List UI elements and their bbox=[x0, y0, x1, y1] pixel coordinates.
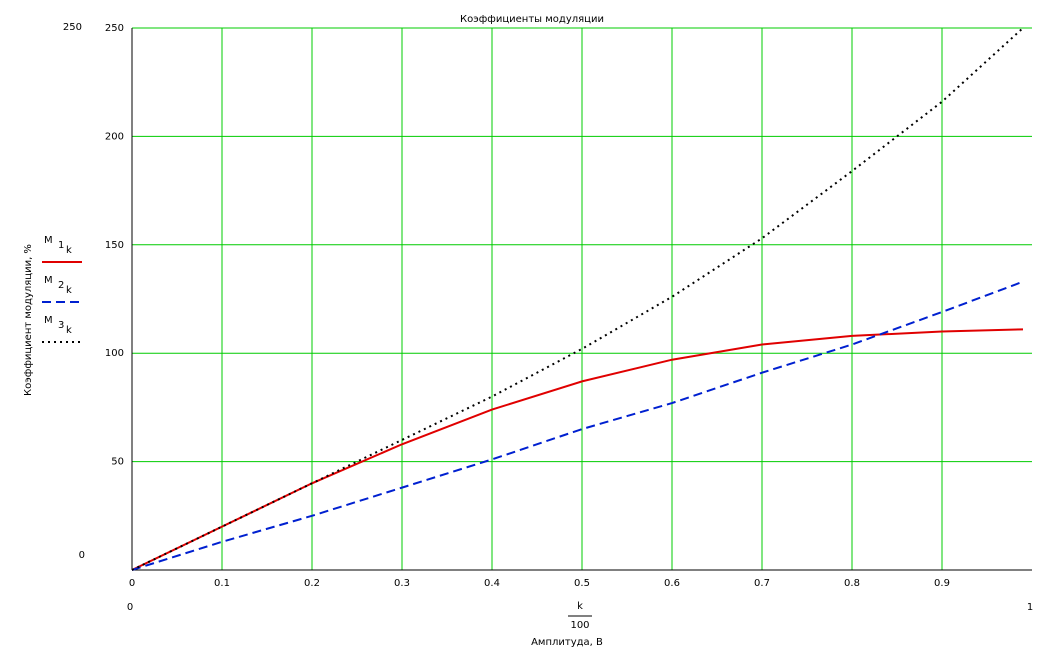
series-line bbox=[131, 280, 1024, 571]
x-tick-label: 0.8 bbox=[844, 578, 860, 589]
x-tick-label: 0.2 bbox=[304, 578, 320, 589]
y-range-max: 250 bbox=[63, 22, 82, 33]
x-tick-label: 0.9 bbox=[934, 578, 950, 589]
y-axis-label: Коэффициент модуляции, % bbox=[23, 244, 34, 396]
y-tick-label: 50 bbox=[111, 457, 124, 468]
legend-sub: k bbox=[66, 285, 72, 296]
x-expression-denominator: 100 bbox=[570, 620, 589, 631]
x-tick-label: 0.1 bbox=[214, 578, 230, 589]
legend-index: 1 bbox=[58, 240, 64, 251]
x-axis-label: Амплитуда, В bbox=[531, 637, 603, 648]
legend-index: 2 bbox=[58, 280, 64, 291]
series-line bbox=[131, 328, 1024, 571]
legend-name: M bbox=[44, 275, 53, 286]
x-tick-label: 0.3 bbox=[394, 578, 410, 589]
y-tick-label: 250 bbox=[105, 23, 124, 34]
y-tick-label: 200 bbox=[105, 131, 124, 142]
x-range-min: 0 bbox=[127, 602, 133, 613]
series-line bbox=[131, 27, 1024, 571]
chart-title: Коэффициенты модуляции bbox=[460, 14, 604, 25]
legend-name: M bbox=[44, 315, 53, 326]
x-tick-label: 0.6 bbox=[664, 578, 680, 589]
x-expression-numerator: k bbox=[577, 601, 583, 612]
x-tick-label: 0 bbox=[129, 578, 135, 589]
y-tick-label: 150 bbox=[105, 240, 124, 251]
x-range-max: 1 bbox=[1027, 602, 1033, 613]
x-tick-label: 0.7 bbox=[754, 578, 770, 589]
legend-index: 3 bbox=[58, 320, 64, 331]
x-tick-label: 0.4 bbox=[484, 578, 500, 589]
x-tick-label: 0.5 bbox=[574, 578, 590, 589]
legend-name: M bbox=[44, 235, 53, 246]
y-tick-label: 100 bbox=[105, 348, 124, 359]
legend-sub: k bbox=[66, 325, 72, 336]
legend-sub: k bbox=[66, 245, 72, 256]
y-range-min: 0 bbox=[79, 550, 85, 561]
